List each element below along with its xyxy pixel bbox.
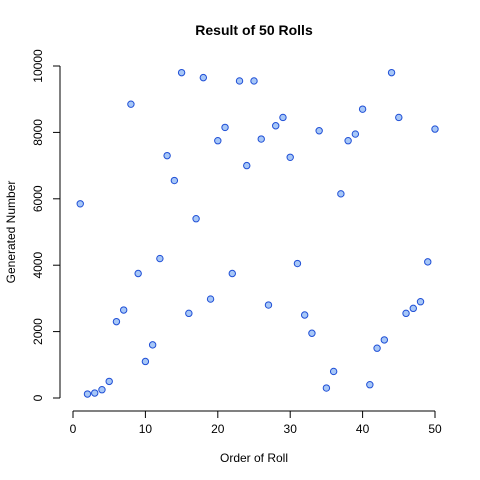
data-point — [250, 77, 258, 85]
data-point — [380, 336, 389, 344]
data-point — [293, 259, 302, 268]
data-point — [431, 125, 439, 133]
data-point — [170, 176, 179, 185]
x-tick-label: 0 — [70, 422, 77, 436]
data-point — [279, 113, 287, 122]
data-point — [358, 105, 367, 113]
y-tick-label: 2000 — [31, 318, 45, 345]
data-point — [243, 161, 251, 170]
y-tick-label: 6000 — [31, 185, 45, 212]
data-point — [395, 113, 403, 122]
data-point — [228, 269, 236, 278]
x-axis-label: Order of Roll — [220, 451, 288, 465]
y-tick-label: 4000 — [31, 252, 45, 279]
y-tick-label: 8000 — [31, 119, 45, 146]
data-point — [134, 269, 142, 278]
y-tick-label: 10000 — [31, 49, 45, 83]
x-tick-label: 10 — [139, 422, 153, 436]
y-tick-label: 0 — [31, 394, 45, 401]
data-point — [156, 254, 164, 263]
data-point — [373, 344, 381, 352]
data-point — [315, 127, 323, 135]
data-point — [91, 389, 99, 397]
data-point — [199, 73, 208, 82]
data-point — [402, 309, 410, 318]
data-point — [300, 311, 309, 319]
data-point — [409, 304, 417, 313]
data-point — [214, 137, 222, 145]
data-point — [141, 357, 150, 366]
data-point — [387, 68, 396, 77]
axes: 0 10 20 30 40 50 0 2000 4000 6000 8000 10000 — [31, 49, 442, 436]
data-point — [272, 122, 280, 130]
data-point — [185, 309, 193, 318]
data-point — [416, 298, 425, 306]
data-point — [206, 295, 215, 303]
data-point — [177, 68, 186, 77]
data-point — [119, 306, 128, 314]
x-tick-label: 30 — [284, 422, 298, 436]
data-point — [424, 258, 432, 266]
data-point — [286, 153, 294, 162]
data-point — [163, 151, 171, 160]
data-point — [329, 367, 338, 376]
data-point — [105, 377, 113, 386]
data-point — [112, 317, 121, 326]
data-point — [148, 341, 157, 349]
data-point — [76, 200, 84, 208]
data-point — [366, 381, 374, 389]
x-tick-label: 20 — [211, 422, 225, 436]
data-point — [257, 135, 265, 143]
data-point — [337, 190, 345, 198]
x-tick-label: 50 — [428, 422, 442, 436]
data-point — [98, 386, 106, 394]
data-point — [221, 123, 229, 132]
data-point — [264, 301, 273, 309]
data-point — [344, 137, 352, 145]
data-point — [192, 215, 200, 223]
data-point — [83, 390, 92, 398]
data-point — [308, 329, 316, 337]
data-point — [351, 130, 360, 138]
chart-title: Result of 50 Rolls — [195, 22, 313, 38]
y-axis-label: Generated Number — [4, 181, 18, 284]
data-points — [76, 68, 439, 398]
x-tick-label: 40 — [356, 422, 370, 436]
data-point — [322, 384, 331, 392]
data-point — [235, 77, 244, 85]
data-point — [127, 100, 135, 108]
